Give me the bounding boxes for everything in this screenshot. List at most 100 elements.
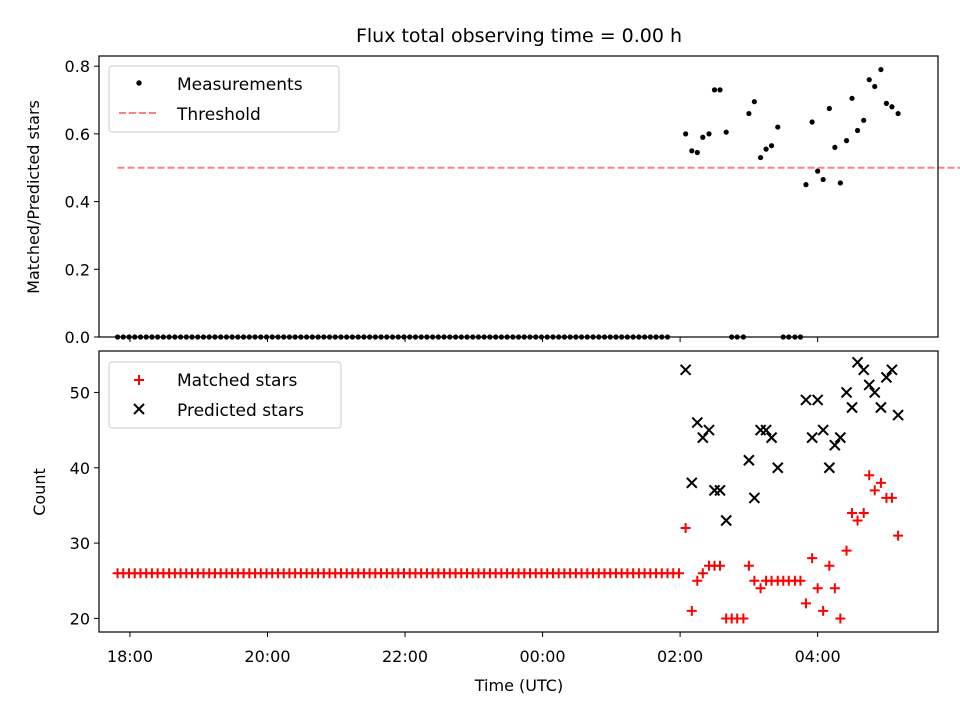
matched-star-point [755,583,766,594]
matched-star-point [847,507,858,518]
matched-star-point [829,583,840,594]
predicted-star-point [748,492,761,504]
matched-star-point [673,568,684,579]
measurement-point [751,99,757,105]
legend-label-predicted-stars: Predicted stars [177,401,304,421]
counts-y-axis-label: Count [30,468,49,516]
measurement-point [689,148,695,154]
matched-star-point [749,575,760,586]
counts-y-tick-label: 30 [70,534,90,553]
matched-star-point [875,477,886,488]
measurement-point [706,131,712,137]
predicted-star-point [686,477,698,489]
matched-star-point [738,613,749,624]
measurement-point [878,66,884,73]
predicted-star-point [846,401,858,414]
x-tick-label: 04:00 [795,647,841,666]
legend-marker-predicted-stars [133,403,145,415]
matched-star-point [841,545,852,556]
matched-star-point [807,553,818,564]
predicted-star-point [765,431,778,444]
measurement-point [854,127,861,134]
matched-star-point [800,598,811,609]
ratio-legend: Measurements Threshold [108,65,340,133]
measurement-point [820,176,826,183]
legend-label-measurements: Measurements [177,75,303,95]
ratio-y-tick-label: 0.0 [65,328,90,347]
predicted-star-point [760,424,772,436]
ratio-y-tick-label: 0.2 [65,260,90,279]
measurement-point [843,138,850,144]
x-tick-label: 22:00 [382,647,428,666]
counts-legend-box [108,361,342,429]
counts-plot-area [112,356,904,624]
predicted-star-point [863,379,875,391]
matched-star-point [686,605,697,616]
measurement-point [809,119,815,125]
measurement-point [803,182,809,188]
ratio-y-tick-label: 0.4 [65,193,90,212]
chart-title: Flux total observing time = 0.00 h [356,25,682,47]
predicted-star-point [869,386,881,399]
predicted-star-point [720,514,732,527]
predicted-star-point [743,454,755,466]
matched-star-point [835,613,846,624]
counts-y-tick-label: 40 [70,459,90,478]
predicted-star-point [880,371,893,384]
matched-star-point [893,530,904,541]
predicted-star-point [800,394,812,406]
predicted-star-point [772,462,784,474]
matched-star-point [858,507,869,518]
predicted-star-point [834,431,847,444]
measurement-point [757,154,764,161]
predicted-star-point [823,462,836,474]
ratio-y-tick-label: 0.8 [65,57,90,76]
matched-star-point [692,575,703,586]
panel-ratio: 0.00.20.40.60.8 Matched/Predicted stars … [24,55,960,347]
measurement-point [883,100,890,106]
predicted-star-point [858,364,870,376]
x-tick-label: 02:00 [657,647,703,666]
predicted-star-point [714,484,726,497]
predicted-star-point [886,364,898,376]
x-tick-label: 18:00 [107,647,153,666]
measurement-point [849,95,855,101]
matched-star-point [852,515,863,526]
counts-y-axis: 20 30 40 50 [70,383,99,628]
ratio-y-tick-label: 0.6 [65,125,90,144]
measurement-point [700,134,706,140]
measurement-point [895,110,901,117]
ratio-y-axis-label: Matched/Predicted stars [24,100,43,294]
measurement-point [889,104,895,110]
predicted-star-point [829,439,841,451]
measurement-point [683,131,689,137]
matched-star-point [812,583,823,594]
legend-marker-measurements [136,80,142,86]
legend-label-threshold: Threshold [176,105,261,125]
legend-label-matched-stars: Matched stars [177,371,297,391]
x-axis-label: Time (UTC) [474,676,563,695]
measurement-point [826,105,832,112]
measurement-point [723,129,729,135]
counts-x-axis: 18:00 20:00 22:00 00:00 02:00 04:00 [107,632,841,666]
measurement-point [775,124,781,130]
measurement-point [832,144,838,151]
predicted-star-point [875,401,887,414]
measurement-point [768,143,775,149]
measurement-point [837,180,843,186]
measurement-point [861,117,867,123]
measurement-point [866,77,872,83]
predicted-star-point [679,364,692,376]
counts-y-tick-label: 50 [70,383,90,402]
ratio-x-axis [129,337,819,342]
x-tick-label: 00:00 [520,647,566,666]
ratio-legend-box [108,65,340,133]
matched-star-point [795,575,806,586]
predicted-star-point [811,394,824,406]
measurement-point [717,87,723,93]
measurement-point [815,168,821,174]
predicted-star-point [840,386,853,399]
matched-star-point [818,605,829,616]
matched-star-point [697,568,708,579]
